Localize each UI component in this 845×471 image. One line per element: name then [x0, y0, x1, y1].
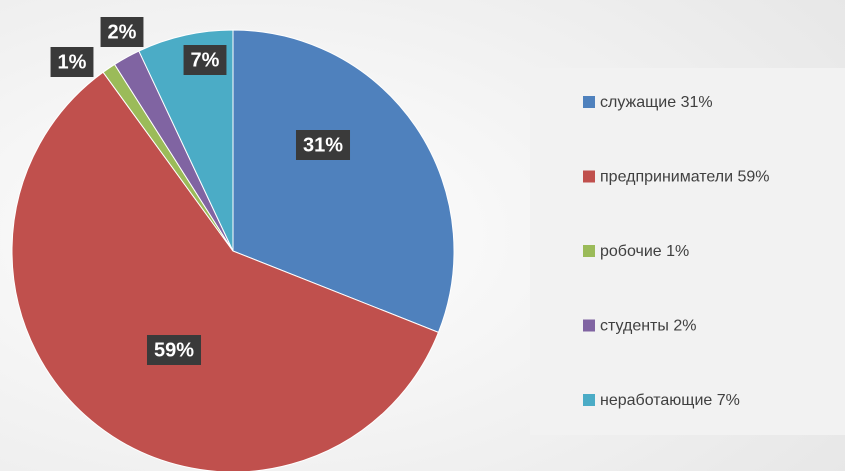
legend-swatch: [583, 96, 595, 108]
legend-swatch: [583, 245, 595, 257]
legend-box: [530, 68, 845, 435]
legend-label: служащие 31%: [600, 94, 713, 111]
data-label: 7%: [191, 49, 220, 71]
pie-slice: [138, 29, 234, 252]
data-label: 1%: [58, 51, 87, 73]
data-label-bg: [295, 130, 351, 160]
legend-label: робочие 1%: [600, 243, 689, 260]
pie-slice: [11, 71, 440, 471]
data-label-bg: [50, 47, 94, 77]
pie-slice: [232, 29, 455, 334]
data-label-bg: [100, 17, 144, 47]
data-label: 2%: [108, 21, 137, 43]
legend-swatch: [583, 170, 595, 183]
data-label: 59%: [154, 339, 194, 361]
legend-swatch: [583, 394, 595, 406]
data-label-bg: [146, 335, 202, 365]
data-label-bg: [183, 45, 227, 75]
legend-label: студенты 2%: [600, 318, 696, 335]
legend-swatch: [583, 319, 595, 332]
legend-label: предприниматели 59%: [600, 169, 770, 186]
data-label: 31%: [303, 134, 343, 156]
legend-label: неработающие 7%: [600, 392, 740, 409]
